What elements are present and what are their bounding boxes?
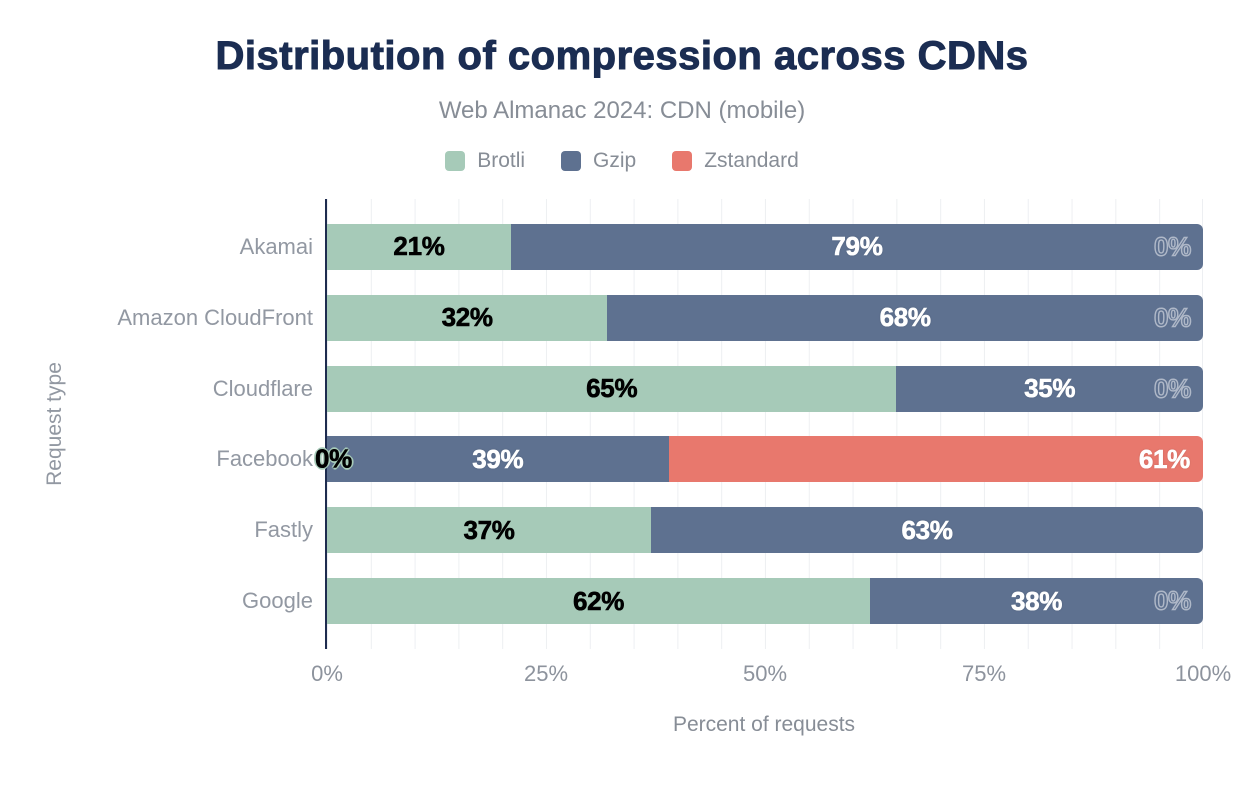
value-label-gzip-cloudflare: 35% [1024,373,1076,404]
bar-row-amazon-cloudfront: Amazon CloudFront 32% 68% 0% [117,294,1203,341]
value-label-gzip-facebook: 39% [472,443,524,475]
y-axis-title: Request type [43,362,66,486]
bar-row-google: Google 62% 38% 0% [242,578,1203,625]
x-tick-50: 50% [742,661,788,686]
x-tick-25: 25% [523,661,569,686]
category-label-akamai: Akamai [239,233,313,259]
chart-title: Distribution of compression across CDNs [215,34,1029,79]
legend-label-gzip: Gzip [593,149,637,172]
legend-item-zstandard[interactable]: Zstandard [672,149,799,173]
value-label-zstandard-cloudflare: 0% [1153,372,1192,404]
bar-segment-brotli-amazon-cloudfront[interactable]: 32% [327,294,608,341]
bar-row-facebook: Facebook 0% 39% 61% [216,436,1203,483]
value-label-zstandard-google: 0% [1153,585,1192,616]
value-label-brotli-akamai: 21% [393,231,445,262]
bar-segment-brotli-google[interactable]: 62% [327,578,871,625]
chart-subtitle: Web Almanac 2024: CDN (mobile) [438,97,806,124]
value-label-zstandard-amazon-cloudfront: 0% [1153,301,1192,333]
x-axis-ticks: 0% 25% 50% 75% 100% [311,649,1231,691]
value-label-gzip-google: 38% [1010,585,1063,616]
value-label-brotli-google: 62% [572,585,625,616]
chart-area: Request type Akamai 21% 79% 0% Amazon CloudF… [0,199,1244,737]
bar-segment-gzip-cloudflare[interactable]: 35% [896,365,1203,412]
value-label-zstandard-facebook: 61% [1138,443,1191,475]
legend: Brotli Gzip Zstandard [0,149,1244,173]
bar-segment-gzip-fastly[interactable]: 63% [651,507,1203,554]
bar-segment-brotli-cloudflare[interactable]: 65% [327,365,897,412]
value-label-brotli-cloudflare: 65% [586,373,638,404]
value-label-gzip-akamai: 79% [831,231,883,262]
value-label-brotli-facebook: 0% [315,443,353,475]
bar-row-fastly: Fastly 37% 63% [254,507,1203,554]
bar-segment-zstandard-facebook[interactable]: 61% [668,436,1203,483]
value-label-brotli-fastly: 37% [463,514,515,545]
bars-container: Akamai 21% 79% 0% Amazon CloudFront 32% 68% 0% C… [117,199,1203,649]
bar-segment-gzip-amazon-cloudfront[interactable]: 68% [607,294,1203,341]
x-tick-100: 100% [1174,661,1232,686]
legend-swatch-brotli-icon [445,151,466,171]
x-axis-title: Percent of requests [672,713,856,736]
category-label-fastly: Fastly [254,517,313,543]
legend-label-brotli: Brotli [477,149,526,172]
legend-label-zstandard: Zstandard [704,149,799,172]
category-label-amazon-cloudfront: Amazon CloudFront [117,304,313,330]
bar-segment-gzip-akamai[interactable]: 79% [510,223,1203,270]
bar-segment-brotli-fastly[interactable]: 37% [327,507,652,554]
category-label-google: Google [242,588,313,614]
category-label-cloudflare: Cloudflare [212,375,313,401]
category-label-facebook: Facebook [216,446,313,472]
bar-segment-gzip-facebook[interactable]: 39% [327,436,669,483]
bar-segment-gzip-google[interactable]: 38% [870,578,1203,625]
x-tick-75: 75% [961,661,1007,686]
x-tick-0: 0% [311,661,343,686]
bar-row-akamai: Akamai 21% 79% 0% [240,223,1203,270]
legend-item-gzip[interactable]: Gzip [561,149,636,173]
bar-row-cloudflare: Cloudflare 65% 35% 0% [213,365,1203,412]
legend-swatch-zstandard-icon [672,151,693,171]
legend-swatch-gzip-icon [561,151,582,171]
value-label-gzip-amazon-cloudfront: 68% [879,302,931,333]
value-label-gzip-fastly: 63% [901,514,953,545]
legend-item-brotli[interactable]: Brotli [445,149,525,173]
value-label-brotli-amazon-cloudfront: 32% [441,302,493,333]
plot-area: Akamai 21% 79% 0% Amazon CloudFront 32% 68% 0% C… [117,199,1231,686]
value-label-zstandard-akamai: 0% [1153,231,1192,262]
bar-segment-brotli-akamai[interactable]: 21% [327,223,511,270]
